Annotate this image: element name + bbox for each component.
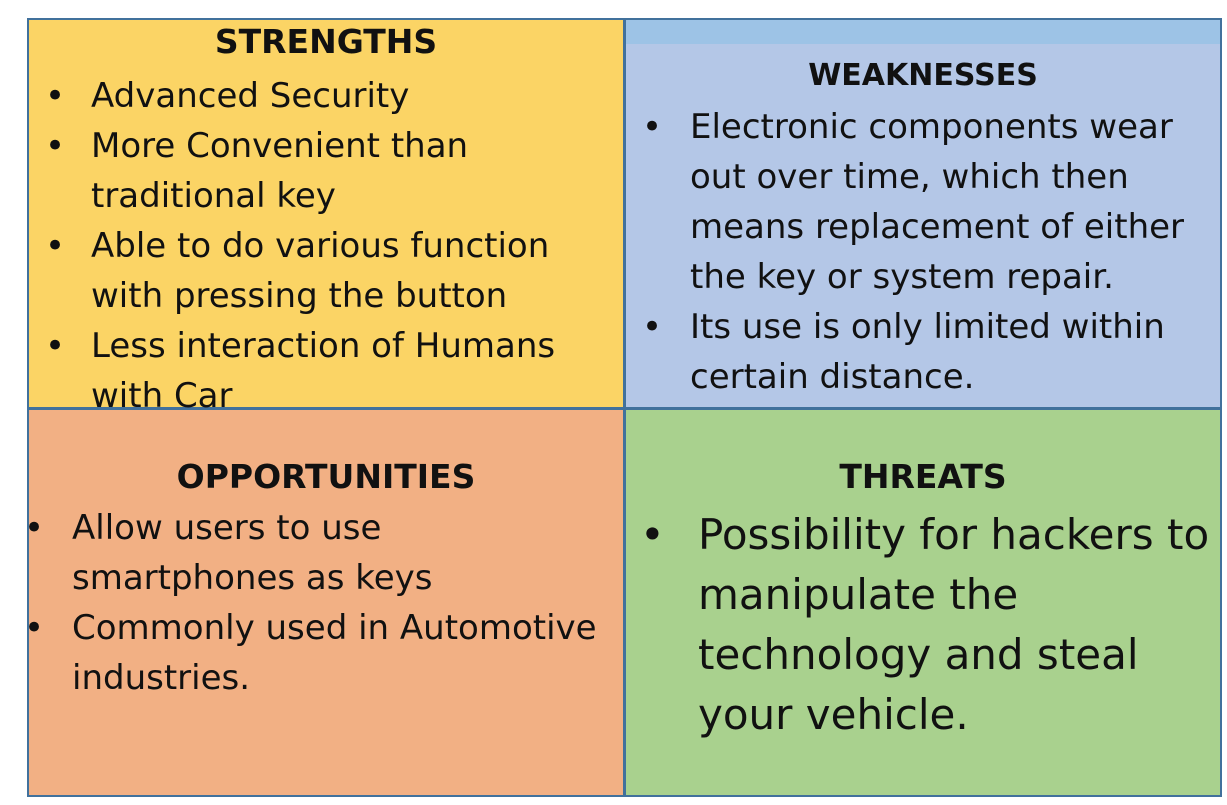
- list-item: • Allow users to use smartphones as keys: [24, 503, 613, 603]
- opportunities-title: OPPORTUNITIES: [176, 457, 476, 496]
- list-item-text: Allow users to use smartphones as keys: [72, 508, 433, 598]
- bullet-icon: •: [45, 126, 66, 166]
- list-item: • Possibility for hackers to manipulate t…: [640, 505, 1210, 745]
- list-item-text: Less interaction of Humans with Car: [91, 326, 556, 416]
- bullet-icon: •: [642, 307, 663, 347]
- list-item-text: Electronic components wear out over time…: [690, 107, 1185, 297]
- list-item: • Commonly used in Automotive industries.: [24, 603, 613, 703]
- list-item-text: More Convenient than traditional key: [91, 126, 469, 216]
- bullet-icon: •: [45, 326, 66, 366]
- list-item: • Advanced Security: [45, 71, 613, 121]
- weaknesses-list: • Electronic components wear out over tim…: [642, 102, 1208, 402]
- bullet-icon: •: [45, 226, 66, 266]
- bullet-icon: •: [24, 508, 45, 548]
- list-item-text: Its use is only limited within certain d…: [690, 307, 1165, 397]
- weaknesses-top-band: [626, 20, 1220, 44]
- weaknesses-quadrant: WEAKNESSES • Electronic components wear o…: [624, 18, 1222, 409]
- list-item: • Less interaction of Humans with Car: [45, 321, 613, 421]
- list-item-text: Possibility for hackers to manipulate th…: [698, 510, 1210, 739]
- strengths-quadrant: STRENGTHS • Advanced Security • More Conve…: [27, 18, 625, 416]
- list-item: • Electronic components wear out over tim…: [642, 102, 1208, 302]
- bullet-icon: •: [45, 76, 66, 116]
- list-item-text: Able to do various function with pressin…: [91, 226, 550, 316]
- threats-quadrant: THREATS • Possibility for hackers to mani…: [624, 408, 1222, 797]
- strengths-list: • Advanced Security • More Convenient than…: [45, 71, 613, 421]
- strengths-title: STRENGTHS: [214, 22, 438, 61]
- threats-title: THREATS: [839, 457, 1007, 496]
- list-item-text: Advanced Security: [91, 76, 410, 116]
- opportunities-quadrant: OPPORTUNITIES • Allow users to use smartp…: [24, 408, 625, 797]
- opportunities-list: • Allow users to use smartphones as keys …: [24, 503, 613, 703]
- list-item: • Its use is only limited within certain …: [642, 302, 1208, 402]
- list-item-text: Commonly used in Automotive industries.: [72, 608, 597, 698]
- bullet-icon: •: [640, 510, 665, 559]
- list-item: • Able to do various function with pressi…: [45, 221, 613, 321]
- weaknesses-title: WEAKNESSES: [808, 58, 1038, 93]
- list-item: • More Convenient than traditional key: [45, 121, 613, 221]
- threats-list: • Possibility for hackers to manipulate t…: [640, 505, 1210, 745]
- bullet-icon: •: [24, 608, 45, 648]
- bullet-icon: •: [642, 107, 663, 147]
